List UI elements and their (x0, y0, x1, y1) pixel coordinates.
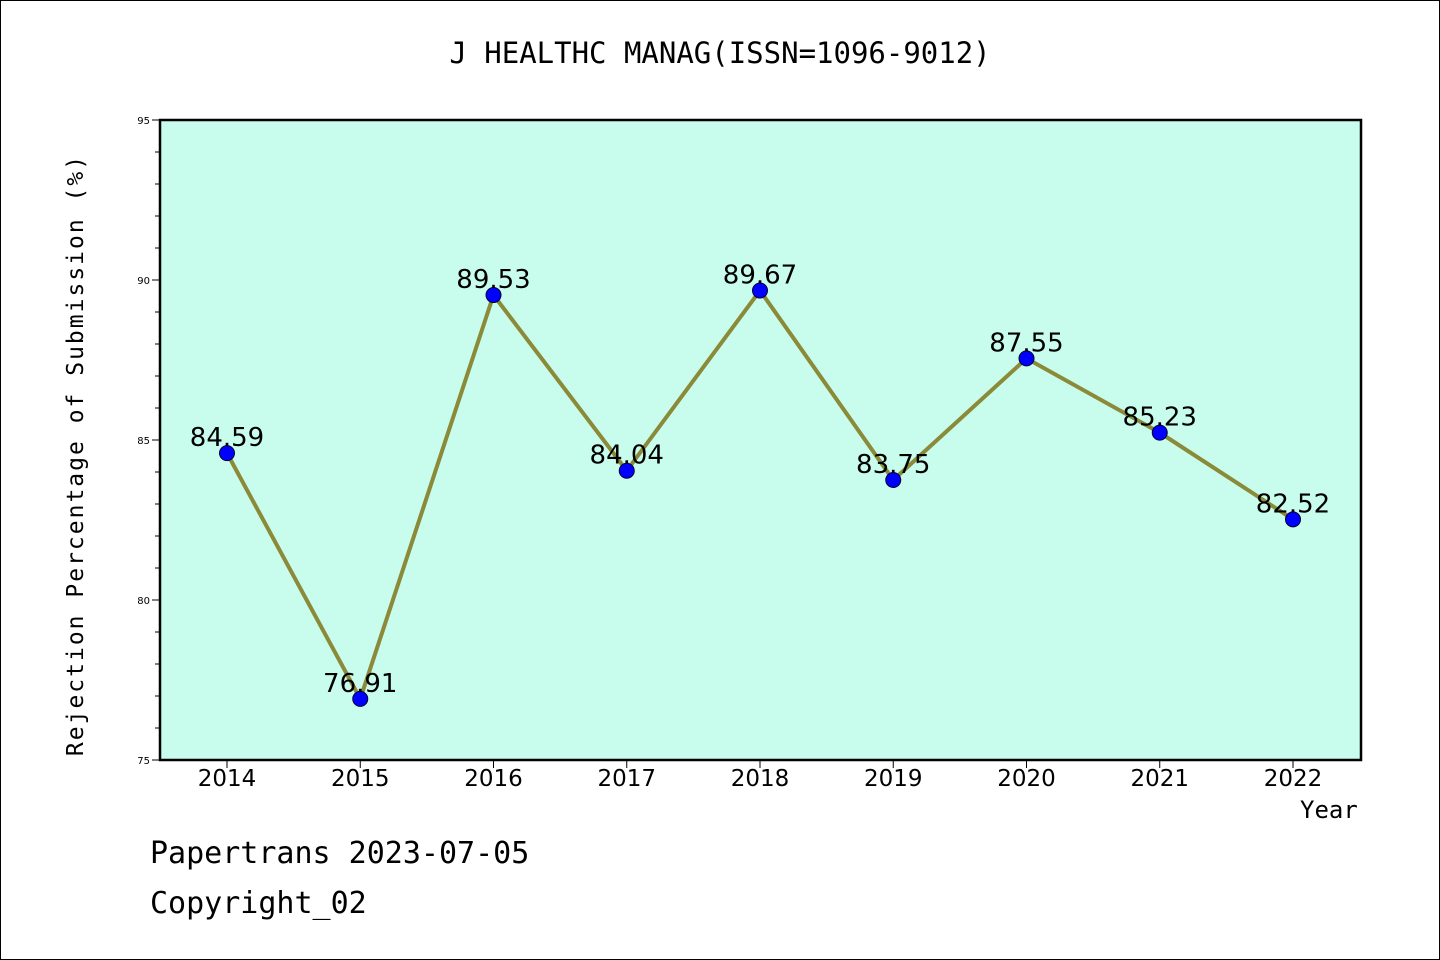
data-point (1151, 424, 1168, 441)
data-point (618, 462, 635, 479)
y-tick-label: 80 (137, 596, 150, 607)
y-tick-label: 75 (137, 756, 150, 767)
x-axis-label: Year (1300, 796, 1358, 824)
x-tick-label: 2019 (864, 766, 923, 792)
data-point (885, 472, 902, 488)
x-tick-label: 2017 (597, 766, 656, 792)
y-tick-label: 85 (137, 436, 150, 447)
y-ticks: 75 80 85 90 95 (137, 116, 160, 767)
data-point (1018, 350, 1035, 367)
x-tick-label: 2021 (1130, 766, 1189, 792)
y-tick-label: 95 (137, 116, 150, 127)
x-tick-label: 2015 (331, 766, 390, 792)
data-markers (219, 282, 1301, 707)
footer-copyright: Copyright_02 (150, 886, 367, 921)
chart-title: J HEALTHC MANAG(ISSN=1096-9012) (449, 36, 991, 70)
y-tick-label: 90 (137, 276, 150, 287)
x-tick-label: 2022 (1264, 766, 1323, 792)
data-point (485, 287, 502, 304)
data-label: 87.55 (989, 328, 1063, 358)
x-ticks: 2014 2015 2016 2017 2018 2019 2020 2021 2022 (198, 760, 1323, 792)
x-tick-label: 2020 (997, 766, 1056, 792)
x-tick-label: 2016 (464, 766, 523, 792)
x-tick-label: 2014 (198, 766, 257, 792)
data-label: 82.52 (1256, 489, 1330, 519)
x-tick-label: 2018 (731, 766, 790, 792)
data-label: 84.04 (590, 441, 664, 471)
data-label: 89.67 (723, 261, 797, 291)
data-label: 84.59 (190, 423, 264, 453)
data-point (219, 445, 235, 462)
data-point (1285, 511, 1301, 528)
data-label: 85.23 (1123, 403, 1197, 433)
data-labels: 84.59 76.91 89.53 84.04 89.67 83.75 87.55 85.23… (190, 261, 1330, 699)
data-label: 89.53 (456, 265, 530, 295)
data-point (352, 690, 369, 707)
data-label: 76.91 (323, 669, 397, 699)
data-label: 83.75 (856, 450, 930, 480)
footer-date: Papertrans 2023-07-05 (150, 836, 530, 871)
data-point (752, 282, 768, 299)
